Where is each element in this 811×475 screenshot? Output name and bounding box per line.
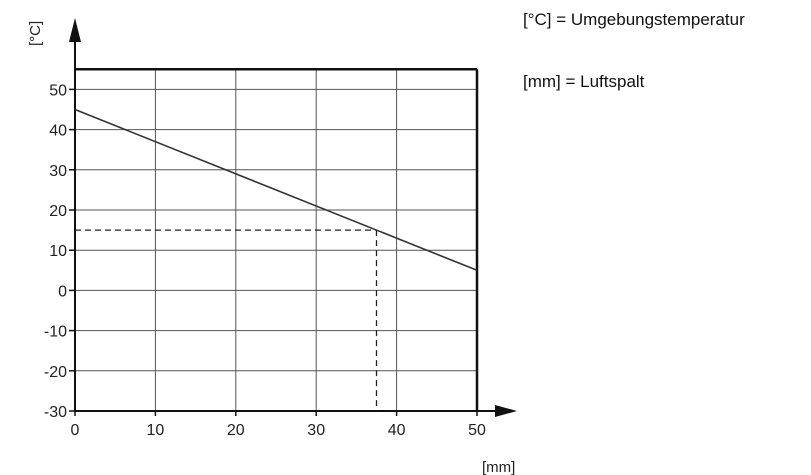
chart-series	[74, 108, 478, 272]
reference-lines	[75, 229, 378, 411]
y-tick-label: 50	[49, 82, 67, 99]
x-tick-label: 50	[468, 422, 486, 439]
y-tick-label: 20	[49, 203, 67, 220]
x-tick-label: 30	[307, 422, 325, 439]
y-axis-arrow-icon	[69, 18, 81, 42]
x-tick-labels: 0 10 20 30 40 50	[71, 422, 486, 439]
y-axis-label: [°C]	[27, 21, 44, 46]
y-tick-label: -20	[44, 364, 67, 381]
y-tick-label: 10	[49, 243, 67, 260]
series-line	[74, 108, 478, 272]
y-tick-label: -30	[44, 404, 67, 421]
x-tick-label: 0	[71, 422, 80, 439]
x-axis-label: [mm]	[482, 459, 515, 475]
chart-grid	[75, 69, 477, 411]
x-tick-label: 40	[388, 422, 406, 439]
chart-frame	[75, 68, 479, 411]
x-tick-label: 20	[227, 422, 245, 439]
y-tick-label: 40	[49, 123, 67, 140]
annotation-temperature: [°C] = Umgebungstemperatur	[523, 10, 745, 29]
y-tick-labels: -30 -20 -10 0 10 20 30 40 50	[44, 82, 67, 421]
annotation-air-gap: [mm] = Luftspalt	[523, 72, 645, 91]
y-tick-label: -10	[44, 324, 67, 341]
x-axis-arrow-icon	[495, 405, 517, 417]
y-tick-label: 30	[49, 163, 67, 180]
chart-axes	[69, 18, 517, 417]
y-tick-label: 0	[58, 283, 67, 300]
x-tick-label: 10	[147, 422, 165, 439]
